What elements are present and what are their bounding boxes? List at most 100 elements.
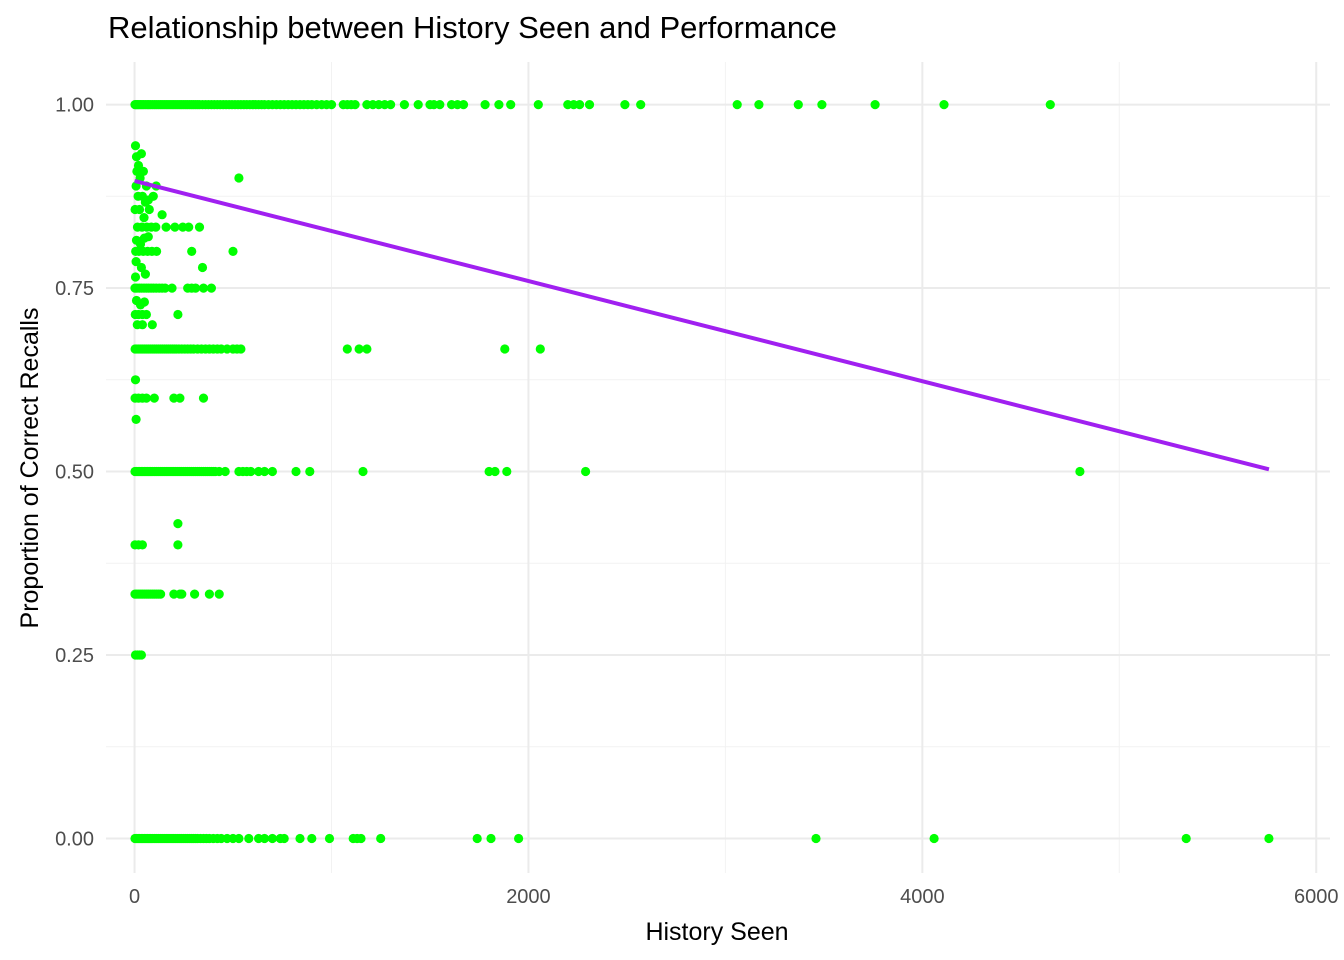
data-point (246, 466, 256, 477)
regression-line-group (134, 178, 1270, 472)
data-point (170, 222, 180, 232)
data-point (136, 149, 146, 159)
data-point (136, 650, 146, 660)
data-point (220, 466, 230, 477)
data-point (732, 100, 742, 110)
x-tick-label: 4000 (900, 886, 945, 908)
data-point (173, 519, 183, 529)
data-point (929, 833, 939, 844)
data-point (307, 833, 317, 844)
data-point (131, 257, 141, 267)
data-point (386, 100, 396, 110)
data-point (533, 100, 543, 110)
data-point (584, 100, 595, 110)
data-point (141, 393, 151, 403)
data-point (486, 833, 496, 844)
data-point (234, 833, 244, 844)
data-point (197, 262, 208, 273)
data-point (267, 833, 277, 844)
data-point (581, 466, 591, 477)
data-point (161, 222, 171, 232)
y-tick-label: 0.50 (55, 462, 94, 484)
data-point (295, 833, 305, 844)
data-point (138, 166, 148, 176)
data-point (141, 309, 151, 320)
regression-line (134, 178, 1270, 472)
data-point (435, 100, 445, 110)
data-point (811, 833, 821, 844)
data-point (234, 173, 244, 183)
data-point (137, 540, 147, 550)
data-point (514, 833, 524, 844)
data-point (173, 309, 183, 320)
data-point (494, 100, 504, 110)
x-tick-label: 2000 (506, 886, 551, 908)
x-axis-tick-labels: 0 2000 4000 6000 (129, 886, 1338, 908)
data-point (194, 222, 205, 232)
data-point (140, 269, 150, 279)
data-point (130, 272, 141, 282)
data-point (939, 100, 949, 110)
y-tick-label: 0.25 (55, 645, 94, 667)
data-point (244, 833, 254, 844)
data-point (137, 320, 147, 330)
data-point (214, 589, 224, 599)
data-point (458, 100, 469, 110)
x-tick-label: 0 (129, 886, 140, 908)
data-point (535, 344, 545, 354)
data-point (376, 833, 386, 844)
data-points (130, 100, 1274, 844)
data-point (204, 589, 214, 599)
data-point (754, 100, 764, 110)
data-point (490, 466, 500, 477)
data-point (413, 100, 423, 110)
grid-lines (106, 62, 1330, 873)
data-point (167, 283, 177, 293)
data-point (267, 466, 277, 477)
data-point (143, 232, 153, 242)
data-point (130, 141, 141, 151)
data-point (156, 589, 166, 599)
data-point (575, 100, 585, 110)
data-point (356, 833, 366, 844)
data-point (144, 204, 154, 215)
y-tick-label: 0.00 (55, 829, 94, 851)
x-axis-title: History Seen (645, 918, 788, 946)
data-point (350, 100, 360, 110)
data-point (793, 100, 803, 110)
data-point (147, 320, 157, 330)
data-point (187, 246, 197, 256)
data-point (157, 210, 167, 220)
data-point (358, 466, 368, 477)
data-point (502, 466, 512, 477)
x-tick-label: 6000 (1294, 886, 1339, 908)
data-point (500, 344, 510, 354)
data-point (305, 466, 315, 477)
data-point (324, 833, 335, 844)
data-point (620, 100, 630, 110)
data-point (198, 283, 209, 293)
y-tick-label: 0.75 (55, 278, 94, 300)
data-point (259, 466, 270, 477)
data-point (151, 222, 161, 232)
data-point (342, 344, 352, 354)
data-point (326, 100, 337, 110)
data-point (190, 589, 200, 599)
data-point (134, 204, 145, 215)
data-point (198, 393, 209, 403)
data-point (259, 833, 270, 844)
data-point (139, 213, 149, 223)
data-point (175, 393, 185, 403)
data-point (139, 297, 149, 307)
data-point (480, 100, 490, 110)
y-axis-title: Proportion of Correct Recalls (16, 308, 44, 629)
data-point (136, 262, 146, 273)
data-point (152, 246, 162, 256)
data-point (291, 466, 301, 477)
data-point (177, 589, 187, 599)
data-point (870, 100, 880, 110)
y-axis-tick-labels: 0.00 0.25 0.50 0.75 1.00 (55, 95, 94, 851)
data-point (279, 833, 289, 844)
data-point (149, 393, 159, 403)
